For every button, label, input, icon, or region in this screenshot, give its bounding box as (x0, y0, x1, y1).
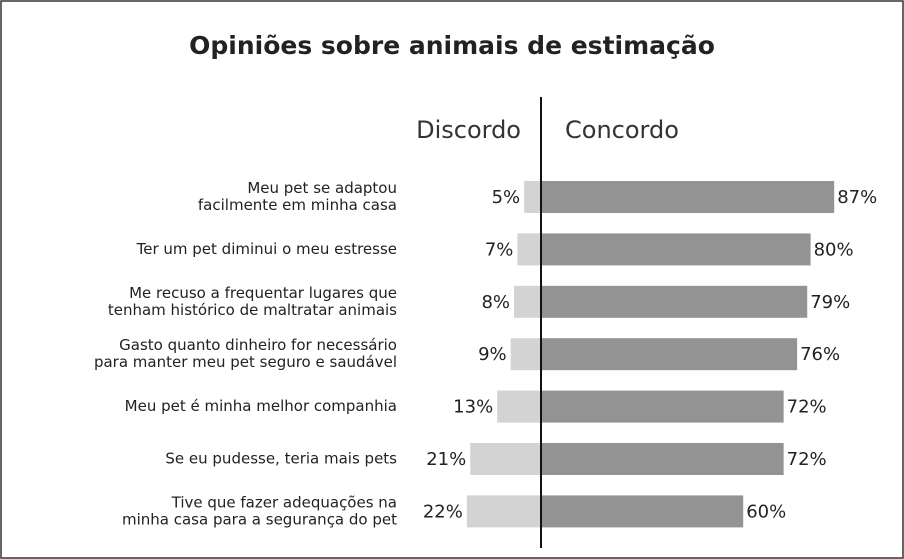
bar (510, 338, 541, 371)
value-label: 21% (426, 449, 466, 470)
value-label: 60% (746, 501, 786, 522)
category-label: facilmente em minha casa (198, 196, 397, 214)
value-label: 72% (787, 449, 827, 470)
bar (541, 181, 835, 213)
bar (517, 233, 541, 266)
category-label: Ter um pet diminui o meu estresse (136, 240, 397, 258)
value-label: 5% (492, 187, 521, 208)
category-label: Gasto quanto dinheiro for necessário (119, 336, 397, 354)
category-label: tenham histórico de maltratar animais (108, 301, 397, 319)
value-label: 87% (837, 187, 877, 208)
value-label: 22% (423, 501, 463, 522)
value-label: 76% (800, 344, 840, 365)
category-label: Se eu pudesse, teria mais pets (165, 450, 397, 468)
category-label: Tive que fazer adequações na (171, 493, 397, 511)
value-label: 8% (481, 292, 510, 313)
bar (541, 338, 798, 371)
value-label: 7% (485, 239, 514, 260)
legend-left: Discordo (416, 116, 521, 144)
value-label: 72% (787, 397, 827, 418)
bar (541, 285, 808, 318)
bar (514, 285, 541, 318)
bar (541, 443, 784, 475)
chart-title: Opiniões sobre animais de estimação (189, 31, 715, 60)
bar (497, 390, 541, 423)
category-label: Meu pet se adaptou (247, 179, 397, 197)
value-label: 79% (810, 292, 850, 313)
value-label: 13% (453, 397, 493, 418)
value-label: 80% (814, 239, 854, 260)
category-label: Me recuso a frequentar lugares que (129, 284, 397, 302)
category-label: minha casa para a segurança do pet (122, 510, 397, 528)
bar (524, 181, 541, 213)
category-label: Meu pet é minha melhor companhia (125, 397, 397, 415)
legend-right: Concordo (565, 116, 679, 144)
bar (466, 495, 541, 528)
bar (541, 390, 784, 423)
bar (470, 443, 541, 475)
category-label: para manter meu pet seguro e saudável (94, 353, 397, 371)
bar (541, 233, 811, 266)
value-label: 9% (478, 344, 507, 365)
bar (541, 495, 744, 528)
